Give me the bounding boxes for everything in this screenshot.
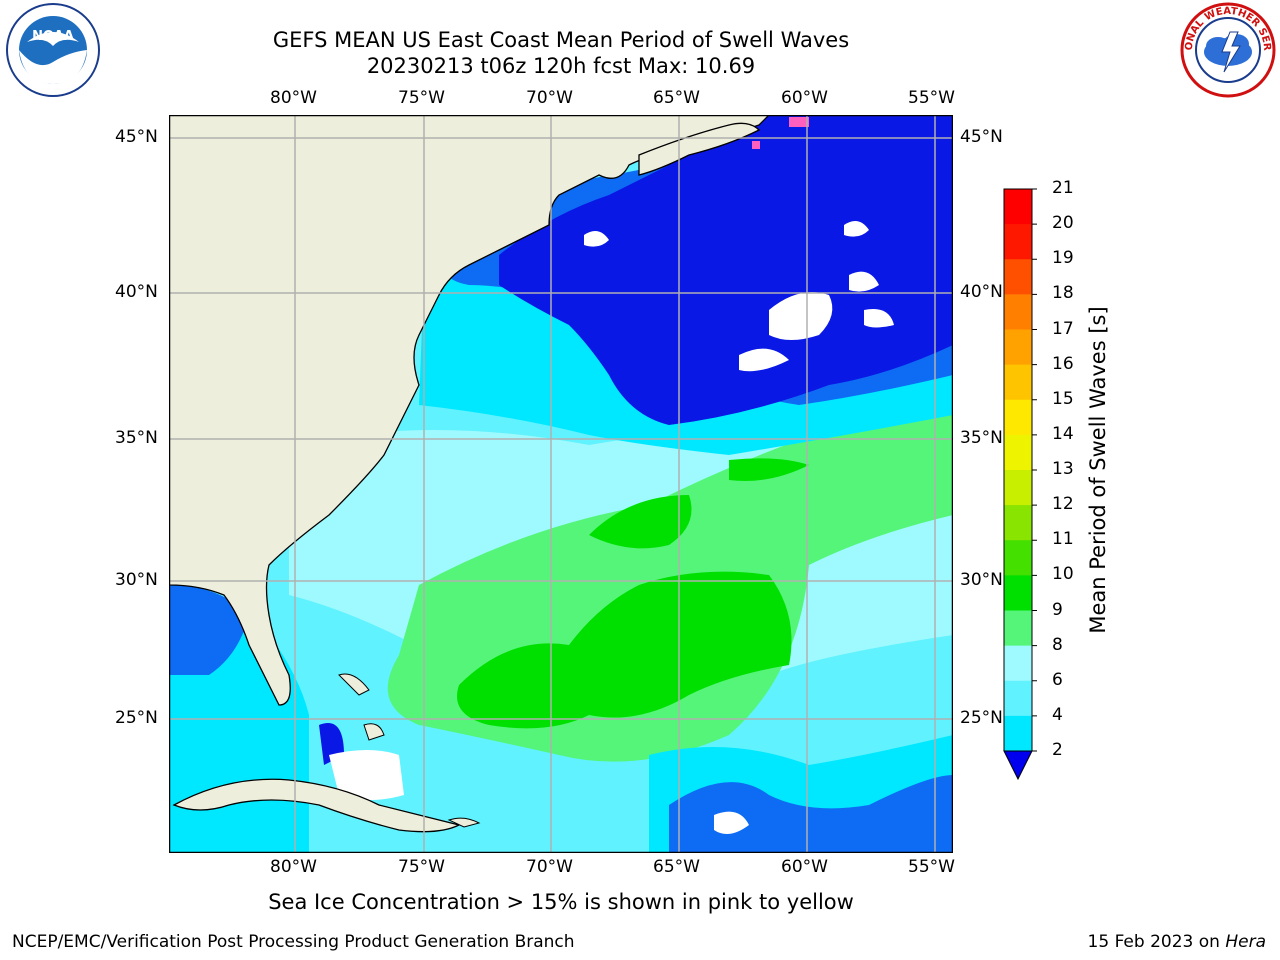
colorbar-segment	[1004, 294, 1032, 330]
colorbar-tick-label: 14	[1052, 423, 1074, 444]
colorbar-tick-label: 9	[1052, 599, 1063, 620]
lon-label-bottom-65w: 65°W	[653, 857, 700, 877]
nodata-spot-1	[769, 292, 833, 340]
nodata-spot-4	[864, 309, 894, 328]
lon-label-bottom-80w: 80°W	[270, 857, 317, 877]
noaa-logo: NOAA	[6, 3, 100, 97]
lon-label-top-55w: 55°W	[908, 88, 955, 108]
colorbar-segment	[1004, 610, 1032, 647]
land-bahamas-2	[363, 723, 385, 741]
colorbar-segment	[1004, 224, 1032, 260]
map-panel	[169, 115, 953, 853]
colorbar-segment	[1004, 399, 1032, 436]
noaa-logo-text: NOAA	[32, 29, 74, 44]
lon-label-top-60w: 60°W	[781, 88, 828, 108]
swell-2s-region	[499, 115, 953, 425]
colorbar-segment	[1004, 259, 1032, 295]
colorbar-tick-label: 13	[1052, 459, 1074, 479]
swell-11s-region	[457, 571, 792, 729]
sea-ice-patch-2	[752, 141, 760, 149]
colorbar-tick-label: 18	[1052, 283, 1074, 304]
nodata-spot-5	[584, 231, 609, 247]
colorbar-tick-label: 6	[1052, 669, 1063, 690]
footer-date-text: 15 Feb 2023 on	[1087, 932, 1226, 952]
colorbar-tick-label: 19	[1052, 248, 1074, 269]
lat-label-right-30n: 30°N	[960, 570, 1003, 590]
lat-label-right-45n: 45°N	[960, 127, 1003, 147]
nodata-spot-2	[739, 348, 789, 372]
lon-label-top-80w: 80°W	[270, 88, 317, 108]
footer-date: 15 Feb 2023 on Hera	[1088, 932, 1266, 952]
colorbar-tick-label: 17	[1052, 318, 1074, 339]
colorbar-tick-label: 2	[1052, 740, 1063, 760]
colorbar-tick-label: 10	[1052, 564, 1074, 585]
nodata-spot-7	[714, 811, 749, 834]
lat-label-right-25n: 25°N	[960, 708, 1003, 728]
swell-11s-patch	[589, 495, 692, 549]
footer-host: Hera	[1225, 932, 1266, 952]
lat-label-left-45n: 45°N	[115, 127, 158, 147]
lat-label-left-40n: 40°N	[115, 282, 158, 302]
nws-logo: NATIONAL WEATHER SERVICE	[1178, 2, 1276, 98]
swell-11s-patch-2	[729, 458, 809, 481]
colorbar-segment	[1004, 715, 1032, 752]
land-hispaniola	[447, 817, 481, 828]
colorbar-segment	[1004, 434, 1032, 471]
colorbar-segment	[1004, 575, 1032, 611]
colorbar-segment	[1004, 505, 1032, 541]
colorbar-segment	[1004, 540, 1032, 576]
map-title: GEFS MEAN US East Coast Mean Period of S…	[272, 28, 850, 52]
sea-ice-patch	[789, 117, 809, 127]
land-bahamas-1	[338, 673, 370, 696]
colorbar-tick-label: 21	[1052, 178, 1074, 198]
colorbar-tick-label: 16	[1052, 353, 1074, 374]
land-nova-scotia	[638, 122, 761, 176]
colorbar-segment	[1004, 680, 1032, 717]
colorbar-title: Mean Period of Swell Waves [s]	[1086, 306, 1110, 634]
colorbar-segment	[1004, 364, 1032, 401]
lon-label-top-65w: 65°W	[653, 88, 700, 108]
swell-4s-region-south	[669, 775, 953, 853]
lon-label-bottom-60w: 60°W	[781, 857, 828, 877]
colorbar-tick-label: 8	[1052, 634, 1063, 655]
sea-ice-note: Sea Ice Concentration > 15% is shown in …	[268, 890, 854, 914]
colorbar-segment	[1004, 645, 1032, 682]
colorbar-under-arrow	[1003, 750, 1033, 781]
colorbar-tick-label: 4	[1052, 704, 1063, 725]
lat-label-left-35n: 35°N	[115, 428, 158, 448]
colorbar-segment	[1004, 329, 1032, 366]
map-subtitle: 20230213 t06z 120h fcst Max: 10.69	[366, 54, 756, 78]
footer-credit: NCEP/EMC/Verification Post Processing Pr…	[12, 932, 575, 952]
graticule	[169, 115, 953, 853]
colorbar	[1003, 188, 1037, 781]
colorbar-tick-label: 12	[1052, 494, 1074, 515]
lon-label-bottom-70w: 70°W	[526, 857, 573, 877]
colorbar-tick-label: 20	[1052, 213, 1074, 234]
lon-label-bottom-55w: 55°W	[908, 857, 955, 877]
colorbar-segment	[1004, 470, 1032, 506]
lat-label-left-25n: 25°N	[115, 708, 158, 728]
lat-label-left-30n: 30°N	[115, 570, 158, 590]
land-cuba	[172, 778, 461, 833]
nodata-spot-8	[844, 221, 869, 237]
map-frame	[169, 115, 953, 853]
land-north-america	[169, 115, 770, 706]
lon-label-top-70w: 70°W	[526, 88, 573, 108]
lon-label-top-75w: 75°W	[398, 88, 445, 108]
colorbar-tick-label: 11	[1052, 529, 1074, 550]
lat-label-right-35n: 35°N	[960, 428, 1003, 448]
lat-label-right-40n: 40°N	[960, 282, 1003, 302]
swell-4s-region-gulf	[169, 585, 249, 675]
nodata-spot-6	[329, 750, 404, 800]
lon-label-bottom-75w: 75°W	[398, 857, 445, 877]
nodata-spot-3	[849, 271, 879, 292]
colorbar-segment	[1004, 189, 1032, 225]
colorbar-tick-label: 15	[1052, 388, 1074, 409]
